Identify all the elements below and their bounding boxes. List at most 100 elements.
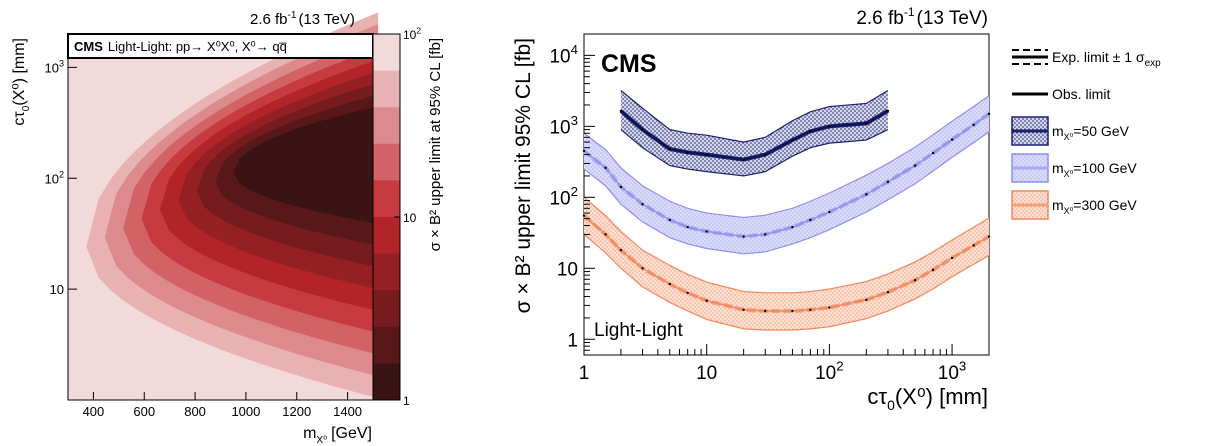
y-tick-label: 10 [557,259,578,280]
limit-y-label: σ × B² upper limit 95% CL [fb] [512,38,535,313]
data-point [764,233,767,236]
heatmap-contours [68,12,379,400]
legend-m50: mX⁰=50 GeV [1011,116,1130,146]
data-point [641,267,644,270]
data-point [668,218,671,222]
data-point [705,299,708,302]
z-tick-label: 10 [403,211,417,225]
data-point [742,308,745,312]
data-point [705,153,708,156]
color-bar-segment [373,217,400,255]
band-lower-edge [583,233,990,331]
legend: Exp. limit ± 1 σexp Obs. limit mX⁰=50 Ge… [1011,49,1161,220]
data-point [641,202,644,206]
color-bar-segment [373,253,400,291]
y-tick-label: 102 [44,169,64,186]
data-point [791,138,794,142]
y-tick-label: 103 [549,113,578,139]
legend-m300: mX⁰=300 GeV [1011,190,1137,220]
data-point [886,109,890,113]
x-tick-label: 400 [83,404,105,419]
y-tick-label: 102 [549,184,578,210]
data-point [886,291,890,294]
data-point [619,185,623,189]
data-point [791,225,794,229]
data-point [742,235,745,238]
data-point [705,230,708,233]
data-point [886,180,890,184]
data-point [809,218,812,222]
svg-text:mX⁰=100 GeV: mX⁰=100 GeV [1052,160,1137,179]
data-point [987,112,991,116]
sigma-band [584,95,989,254]
data-point [686,291,689,295]
series-m100 [582,95,991,255]
cms-label: CMS [601,50,657,78]
color-bar-segment [373,326,400,364]
heatmap-y-label: cτ0(X⁰) [mm] [11,38,32,126]
data-point [668,282,671,286]
data-point [972,244,975,247]
color-bar [373,34,400,401]
data-point [828,306,831,309]
x-tick-label: 1000 [231,404,260,419]
data-point [686,151,689,154]
data-point [668,147,671,151]
band-upper-edge [583,95,990,219]
data-point [809,130,812,133]
color-bar-ticks: 102 10 1 [394,26,421,408]
data-point [791,309,794,313]
svg-text:Obs. limit: Obs. limit [1052,86,1110,102]
x-tick-label: 800 [184,404,206,419]
color-bar-segment [373,107,400,145]
y-tick-label: 10 [50,282,64,297]
color-bar-segment [373,70,400,108]
heatmap-y-ticks: 103 102 10 [44,59,77,297]
svg-text:mX⁰=50 GeV: mX⁰=50 GeV [1052,123,1130,142]
series-m50 [619,89,890,177]
color-bar-segment [373,34,400,72]
data-point [913,278,917,282]
band-lower-edge [583,131,990,255]
data-point [686,225,689,229]
data-point [619,248,623,252]
data-point [865,122,868,125]
color-bar-segment [373,290,400,328]
heatmap-band [233,106,379,224]
band-upper-edge [620,89,889,143]
x-tick-label: 1200 [282,404,311,419]
z-tick-label: 102 [403,26,421,42]
heatmap-x-ticks: 400 600 800 1000 1200 1400 [83,392,362,419]
heatmap-x-label: mX⁰ [GeV] [303,425,372,446]
data-point [972,123,975,127]
data-point [582,149,586,153]
x-tick-label: 1 [579,363,590,384]
data-point [619,109,623,113]
band-upper-edge [583,196,990,294]
data-point [931,151,935,155]
data-point [828,125,831,128]
data-point [865,298,868,301]
data-point [987,235,991,238]
x-tick-label: 103 [938,358,967,384]
legend-m100: mX⁰=100 GeV [1011,153,1137,183]
observed-line [620,110,889,161]
data-point [742,158,745,161]
data-point [604,233,607,236]
data-point [764,153,767,156]
data-point [950,138,954,141]
z-tick-label: 1 [403,394,410,408]
data-point [641,128,644,131]
data-point [582,214,586,217]
limit-bands [582,89,991,331]
legend-observed: Obs. limit [1012,86,1110,102]
sigma-band [620,90,888,176]
y-tick-label: 104 [549,42,578,68]
heatmap-panel: 400 600 800 1000 1200 1400 103 102 10 2.6 fb-1(… [11,10,444,446]
y-tick-label: 1 [567,330,578,351]
data-point [604,166,607,170]
region-label: Light-Light [594,320,683,341]
data-point [950,256,954,260]
